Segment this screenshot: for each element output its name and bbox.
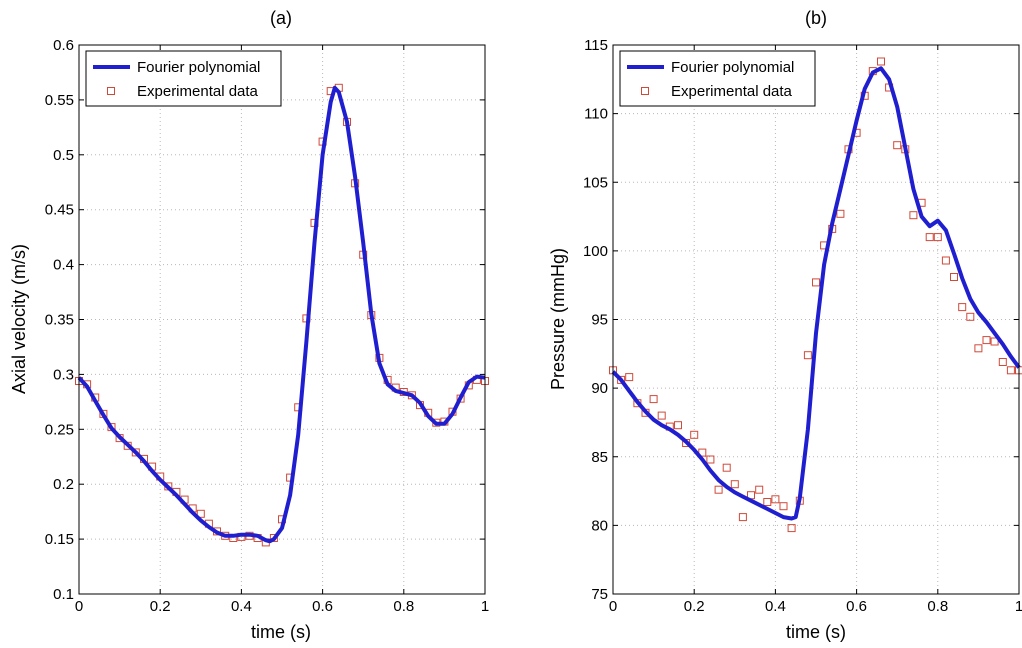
x-tick-label: 0.8	[927, 598, 948, 615]
data-marker	[877, 57, 885, 66]
y-tick-label: 0.45	[45, 202, 74, 219]
panel-b-legend-marker-swatch	[641, 87, 649, 95]
data-marker	[958, 303, 967, 312]
data-marker	[990, 337, 999, 346]
y-tick-label: 100	[583, 243, 608, 260]
data-marker	[925, 233, 934, 242]
panel-b-legend-label-experimental: Experimental data	[671, 83, 793, 100]
data-marker	[706, 455, 715, 464]
data-marker	[730, 480, 739, 489]
y-tick-label: 95	[591, 312, 608, 329]
data-marker	[625, 373, 634, 382]
y-tick-label: 75	[591, 586, 608, 603]
panel-b-y-label: Pressure (mmHg)	[548, 248, 568, 390]
y-tick-label: 0.4	[53, 257, 74, 274]
x-tick-label: 0.6	[846, 598, 867, 615]
y-tick-label: 105	[583, 174, 608, 191]
data-marker	[674, 421, 682, 430]
data-marker	[755, 485, 764, 494]
panel-a-legend: Fourier polynomial Experimental data	[85, 50, 282, 107]
data-marker	[787, 524, 796, 533]
panel-b-title: (b)	[805, 8, 827, 28]
panel-a-legend-label-experimental: Experimental data	[137, 83, 259, 100]
y-tick-label: 0.15	[45, 531, 74, 548]
y-tick-label: 0.55	[45, 92, 74, 109]
y-tick-label: 115	[584, 37, 608, 54]
panel-a-fourier-line	[77, 85, 486, 544]
data-marker	[617, 375, 626, 384]
x-tick-label: 0.4	[765, 598, 786, 615]
x-tick-label: 0.4	[231, 598, 252, 615]
data-marker	[836, 209, 845, 218]
panel-b-legend-label-fourier: Fourier polynomial	[671, 59, 794, 76]
panel-a: (a) 0 0.2 0.4 0.6 0.8 1 0.1 0.15 0.2 0.25 0.3 0.35…	[9, 8, 489, 642]
panel-a-legend-marker-swatch	[107, 87, 115, 95]
x-tick-label: 0.6	[312, 598, 333, 615]
panel-b-x-label: time (s)	[786, 622, 846, 642]
data-marker	[950, 273, 958, 281]
panel-a-x-ticks: 0 0.2 0.4 0.6 0.8 1	[75, 45, 489, 615]
x-tick-label: 0.8	[393, 598, 414, 615]
panel-b-legend-box	[619, 50, 816, 107]
data-marker	[269, 534, 278, 542]
data-marker	[982, 336, 991, 345]
data-marker	[763, 498, 772, 506]
data-marker	[941, 256, 950, 265]
y-tick-label: 0.5	[53, 147, 74, 164]
panel-a-grid	[79, 45, 485, 594]
y-tick-label: 85	[591, 449, 608, 466]
data-marker	[131, 448, 140, 457]
data-marker	[998, 358, 1007, 366]
panel-a-experimental-markers	[75, 83, 489, 547]
data-marker	[657, 411, 666, 420]
x-tick-label: 0.2	[684, 598, 705, 615]
data-marker	[1006, 366, 1015, 375]
data-marker	[771, 495, 780, 504]
panel-b: (b) 0 0.2 0.4 0.6 0.8 1 75 80 85 90 95 100 105 110 11…	[548, 8, 1022, 642]
x-tick-label: 0	[609, 598, 617, 615]
data-marker	[933, 233, 942, 242]
y-tick-label: 0.1	[53, 586, 74, 603]
data-marker	[196, 509, 205, 518]
data-marker	[893, 141, 902, 150]
panel-a-legend-label-fourier: Fourier polynomial	[137, 59, 260, 76]
data-marker	[909, 211, 918, 220]
data-marker	[803, 351, 812, 360]
data-marker	[690, 430, 699, 439]
panel-a-plot-frame	[78, 44, 486, 595]
panel-b-fourier-line	[611, 66, 1021, 521]
y-tick-label: 0.3	[53, 366, 74, 383]
y-tick-label: 0.25	[45, 421, 74, 438]
panel-b-experimental-markers	[609, 57, 1022, 533]
data-marker	[974, 344, 983, 353]
y-tick-label: 0.35	[45, 312, 74, 329]
panel-a-y-label: Axial velocity (m/s)	[9, 244, 29, 394]
y-tick-label: 90	[591, 380, 608, 397]
panel-b-plot-frame	[612, 44, 1020, 595]
y-tick-label: 80	[591, 517, 608, 534]
y-tick-label: 0.2	[53, 476, 74, 493]
panel-b-legend: Fourier polynomial Experimental data	[619, 50, 816, 107]
data-marker	[812, 278, 820, 287]
x-tick-label: 0.2	[150, 598, 171, 615]
panel-a-title: (a)	[270, 8, 292, 28]
y-tick-label: 110	[584, 106, 608, 123]
panel-a-y-ticks: 0.1 0.15 0.2 0.25 0.3 0.35 0.4 0.45 0.5 0.55 0.6	[45, 37, 485, 603]
x-tick-label: 1	[481, 598, 489, 615]
x-tick-label: 1	[1015, 598, 1022, 615]
panel-a-legend-box	[85, 50, 282, 107]
data-marker	[649, 395, 658, 404]
x-tick-label: 0	[75, 598, 83, 615]
data-marker	[738, 513, 747, 522]
data-marker	[966, 312, 975, 321]
panel-a-x-label: time (s)	[251, 622, 311, 642]
data-marker	[722, 463, 731, 472]
y-tick-label: 0.6	[53, 37, 74, 54]
data-marker	[779, 502, 788, 511]
data-marker	[714, 485, 723, 494]
